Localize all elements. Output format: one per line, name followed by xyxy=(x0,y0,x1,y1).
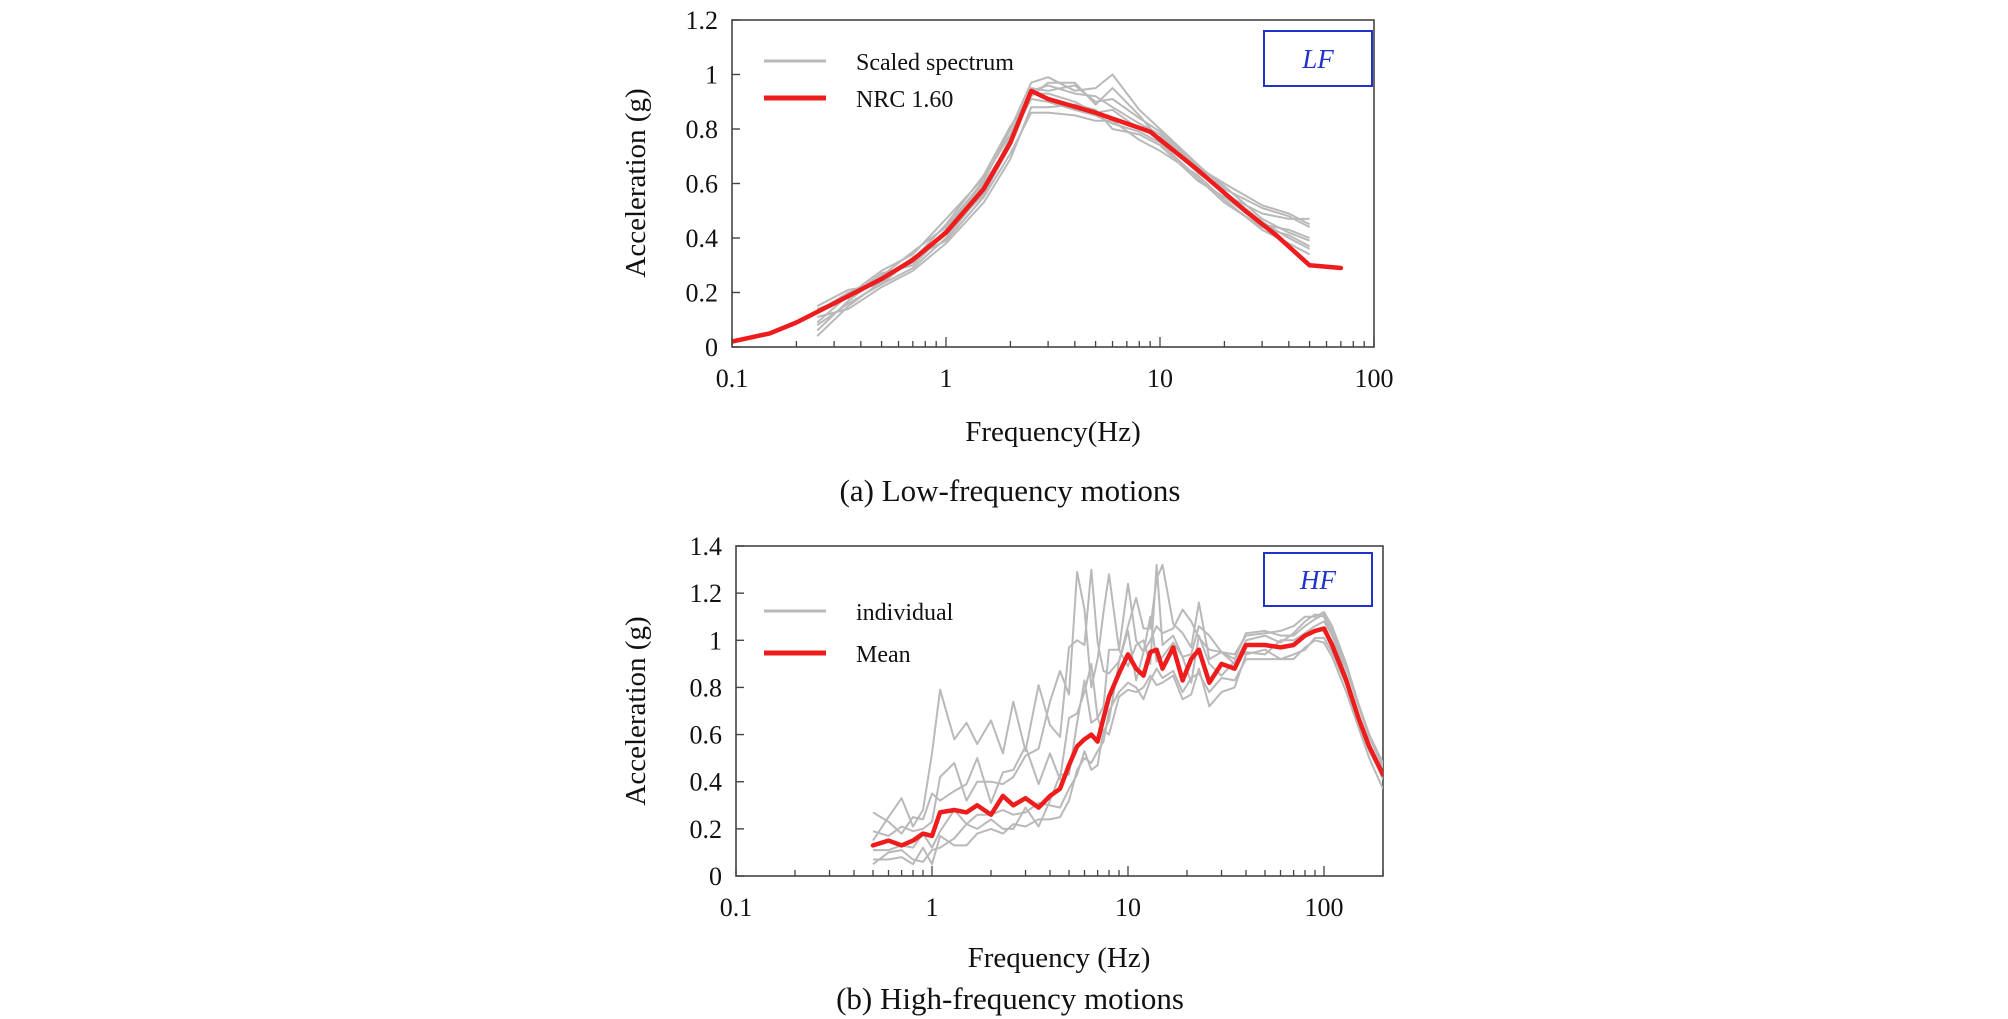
y-tick-label: 0.4 xyxy=(686,224,719,253)
x-axis-label: Frequency (Hz) xyxy=(968,942,1151,974)
x-tick-label: 1 xyxy=(940,364,953,393)
panel-caption: (b) High-frequency motions xyxy=(836,981,1184,1016)
y-tick-label: 0 xyxy=(709,862,722,891)
series-individual-trace-2 xyxy=(872,615,1383,865)
x-tick-label: 100 xyxy=(1355,364,1394,393)
x-tick-label: 0.1 xyxy=(716,364,749,393)
x-axis-ticks: 0.1 1 10 100 xyxy=(716,337,1394,393)
y-tick-label: 0.8 xyxy=(690,673,723,702)
panel-badge-box xyxy=(1263,552,1373,607)
x-tick-label: 10 xyxy=(1147,364,1173,393)
y-tick-label: 0 xyxy=(705,333,718,362)
series-scaled-spectrum-trace-2 xyxy=(816,98,1311,327)
panel-caption: (a) Low-frequency motions xyxy=(840,473,1181,508)
panel-badge-label: LF xyxy=(1301,44,1334,74)
panel-low-frequency: 0 0.2 0.4 0.6 0.8 1 1.2 0.1 1 10 100 Frequency(Hz… xyxy=(620,6,1394,508)
y-tick-label: 0.2 xyxy=(690,815,723,844)
panel-high-frequency: 0 0.2 0.4 0.6 0.8 1 1.2 1.4 0.1 1 10 100 Frequency… xyxy=(620,532,1384,1016)
y-tick-label: 0.6 xyxy=(690,721,723,750)
legend-label-scaled-spectrum: Scaled spectrum xyxy=(856,50,1014,76)
x-axis-label: Frequency(Hz) xyxy=(965,416,1141,448)
series-individual-trace-6 xyxy=(873,636,1383,852)
series-individual-trace-5 xyxy=(872,570,1383,837)
x-tick-label: 10 xyxy=(1115,893,1141,922)
legend-label-mean: Mean xyxy=(856,642,911,668)
panel-badge-box xyxy=(1263,30,1373,87)
legend: Scaled spectrum NRC 1.60 xyxy=(764,50,1014,113)
x-axis-ticks: 0.1 1 10 100 xyxy=(720,866,1384,922)
x-tick-label: 0.1 xyxy=(720,893,753,922)
panel-badge: LF xyxy=(1263,30,1373,87)
trace-group xyxy=(732,73,1344,344)
y-axis-ticks: 0 0.2 0.4 0.6 0.8 1 1.2 1.4 xyxy=(690,532,744,891)
y-axis-label: Acceleration (g) xyxy=(620,616,652,805)
series-individual-trace-3 xyxy=(872,563,1383,835)
series-scaled-spectrum-trace-5 xyxy=(816,73,1311,332)
x-tick-label: 1 xyxy=(925,893,938,922)
y-tick-label: 0.4 xyxy=(690,768,723,797)
y-tick-label: 1 xyxy=(705,61,718,90)
y-axis-label: Acceleration (g) xyxy=(620,88,652,277)
y-tick-label: 1.2 xyxy=(686,6,719,35)
panel-badge-label: HF xyxy=(1299,565,1336,595)
trace-group xyxy=(870,563,1383,866)
series-individual-trace-4 xyxy=(873,639,1383,866)
legend: individual Mean xyxy=(764,600,954,668)
y-tick-label: 0.2 xyxy=(686,279,719,308)
series-scaled-spectrum-trace-7 xyxy=(816,84,1311,324)
legend-label-individual: individual xyxy=(856,600,954,626)
y-tick-label: 1 xyxy=(709,626,722,655)
y-axis-ticks: 0 0.2 0.4 0.6 0.8 1 1.2 xyxy=(686,6,740,362)
y-tick-label: 0.8 xyxy=(686,115,719,144)
series-mean-line xyxy=(870,626,1383,848)
series-nrc-1-60-line xyxy=(732,88,1344,344)
legend-label-nrc: NRC 1.60 xyxy=(856,87,953,113)
x-tick-label: 100 xyxy=(1304,893,1343,922)
y-tick-label: 0.6 xyxy=(686,170,719,199)
panel-badge: HF xyxy=(1263,552,1373,607)
y-tick-label: 1.2 xyxy=(690,579,723,608)
y-tick-label: 1.4 xyxy=(690,532,723,561)
